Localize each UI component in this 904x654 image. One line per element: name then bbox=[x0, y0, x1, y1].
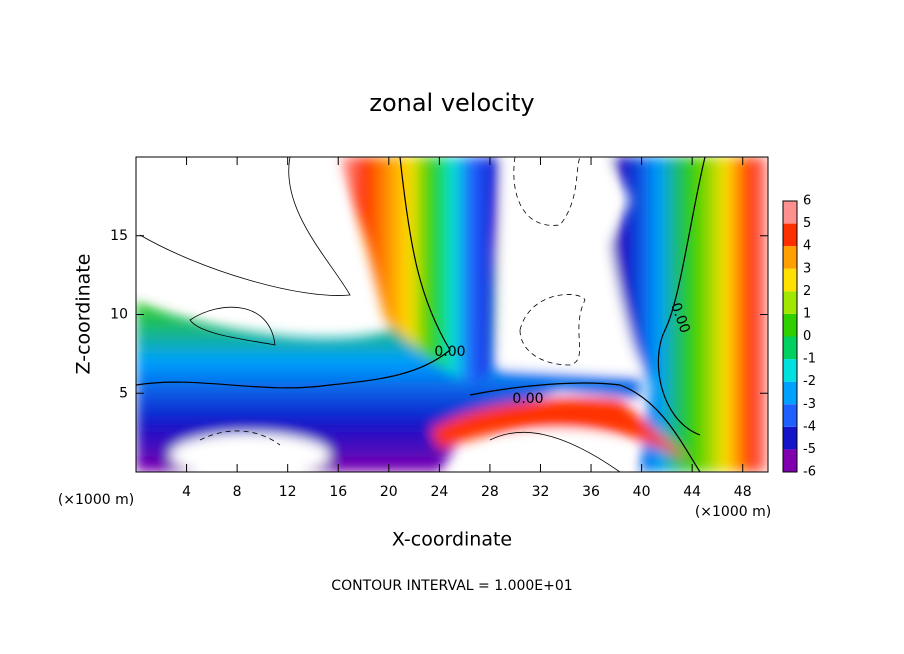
colorbar-segment bbox=[783, 313, 797, 337]
contour-label: 0.00 bbox=[512, 391, 543, 407]
x-tick-label: 36 bbox=[582, 484, 600, 500]
colorbar-segment bbox=[783, 381, 797, 405]
colorbar-label: -1 bbox=[803, 352, 816, 367]
colorbar-label: 6 bbox=[803, 194, 811, 209]
colorbar-label: 4 bbox=[803, 239, 811, 254]
colorbar-label: -4 bbox=[803, 419, 816, 434]
colorbar-frame bbox=[782, 200, 798, 473]
x-tick-label: 20 bbox=[380, 484, 398, 500]
colorbar-label: 1 bbox=[803, 306, 811, 321]
y-axis-label: Z-coordinate bbox=[73, 254, 95, 375]
x-tick-label: 12 bbox=[279, 484, 297, 500]
x-tick-label: 44 bbox=[683, 484, 701, 500]
colorbar-segment bbox=[783, 268, 797, 292]
y-tick-label: 5 bbox=[119, 385, 128, 401]
x-tick-label: 4 bbox=[182, 484, 191, 500]
y-unit: (×1000 m) bbox=[58, 492, 134, 508]
x-axis-label: X-coordinate bbox=[392, 529, 512, 551]
field bbox=[136, 157, 768, 472]
colorbar-segment bbox=[783, 336, 797, 360]
chart-title: zonal velocity bbox=[369, 89, 534, 117]
x-tick-label: 28 bbox=[481, 484, 499, 500]
y-tick-label: 15 bbox=[110, 228, 128, 244]
colorbar-label: 0 bbox=[803, 329, 811, 344]
colorbar-label: -3 bbox=[803, 397, 816, 412]
colorbar-segment bbox=[783, 404, 797, 427]
colorbar-segment bbox=[783, 426, 797, 450]
x-tick-label: 8 bbox=[233, 484, 242, 500]
colorbar-segment bbox=[783, 223, 797, 247]
footer: CONTOUR INTERVAL = 1.000E+01 bbox=[331, 578, 572, 594]
colorbar-segment bbox=[783, 359, 797, 382]
contour-label: 0.00 bbox=[434, 344, 465, 360]
colorbar-segment bbox=[783, 246, 797, 269]
x-tick-label: 24 bbox=[430, 484, 448, 500]
y-tick-label: 10 bbox=[110, 307, 128, 323]
colorbar-segment bbox=[783, 449, 797, 472]
x-unit: (×1000 m) bbox=[695, 504, 771, 520]
colorbar-label: 2 bbox=[803, 284, 811, 299]
colorbar-label: 3 bbox=[803, 261, 811, 276]
x-tick-label: 40 bbox=[633, 484, 651, 500]
colorbar-segment bbox=[783, 201, 797, 224]
colorbar-label: -6 bbox=[803, 465, 816, 480]
colorbar-label: 5 bbox=[803, 216, 811, 231]
x-tick-label: 32 bbox=[532, 484, 550, 500]
x-tick-label: 16 bbox=[329, 484, 347, 500]
colorbar-label: -5 bbox=[803, 442, 816, 457]
colorbar-label: -2 bbox=[803, 374, 816, 389]
colorbar-segment bbox=[783, 291, 797, 314]
x-tick-label: 48 bbox=[734, 484, 752, 500]
